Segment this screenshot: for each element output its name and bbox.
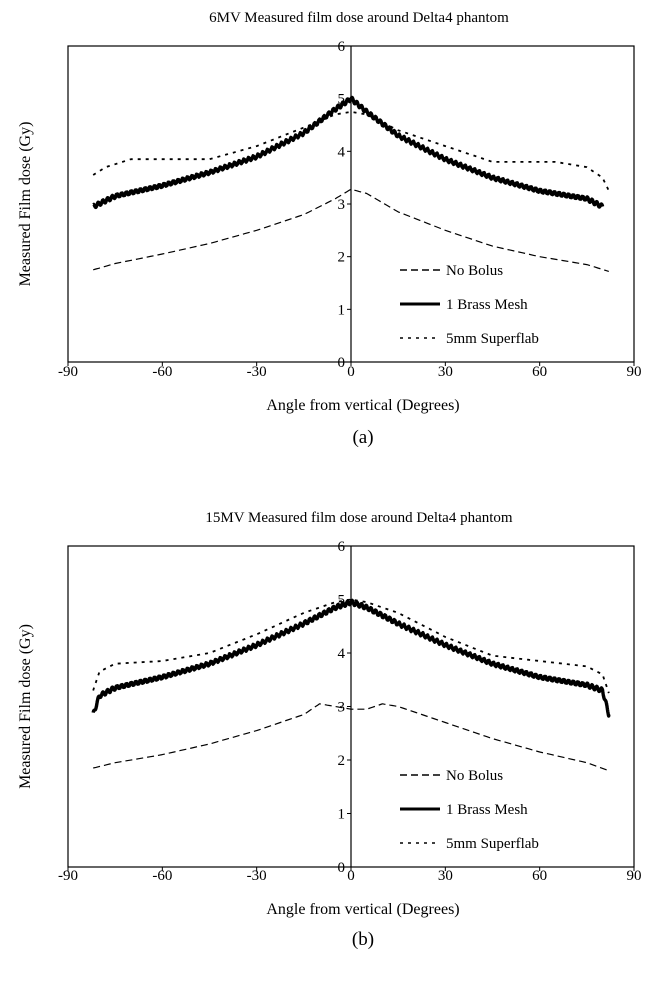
legend-label: No Bolus	[446, 768, 503, 784]
x-tick-label: 30	[438, 868, 453, 884]
panel-caption: (b)	[352, 929, 374, 950]
series-line-1-brass-mesh	[91, 95, 605, 210]
y-tick-label: 1	[338, 807, 346, 823]
legend-label: 5mm Superflab	[446, 331, 539, 347]
y-tick-label: 4	[338, 144, 346, 160]
x-tick-label: -90	[58, 364, 78, 380]
y-axis-title: Measured Film dose (Gy)	[17, 624, 34, 789]
x-tick-label: -60	[152, 868, 172, 884]
x-tick-label: 30	[438, 364, 453, 380]
x-tick-label: -60	[152, 364, 172, 380]
y-tick-label: 2	[338, 250, 346, 266]
legend-label: 1 Brass Mesh	[446, 297, 528, 313]
panel-caption: (a)	[352, 427, 373, 448]
x-axis-title: Angle from vertical (Degrees)	[266, 901, 459, 918]
y-tick-label: 2	[338, 753, 346, 769]
series-line-no-bolus	[93, 703, 610, 772]
series-line-no-bolus	[93, 188, 609, 272]
chart-panel-1: 15MV Measured film dose around Delta4 ph…	[17, 510, 642, 950]
x-tick-label: 90	[627, 868, 642, 884]
chart-title: 6MV Measured film dose around Delta4 pha…	[209, 10, 509, 26]
x-tick-label: 0	[347, 364, 355, 380]
x-tick-label: -30	[247, 364, 267, 380]
x-axis-title: Angle from vertical (Degrees)	[266, 397, 459, 414]
x-tick-label: 60	[532, 364, 547, 380]
x-tick-label: 90	[627, 364, 642, 380]
y-tick-label: 1	[338, 302, 346, 318]
legend-label: 5mm Superflab	[446, 836, 539, 852]
y-tick-label: 0	[338, 355, 346, 371]
y-tick-label: 6	[338, 39, 346, 55]
legend-label: 1 Brass Mesh	[446, 802, 528, 818]
y-tick-label: 5	[338, 92, 346, 108]
x-tick-label: -30	[247, 868, 267, 884]
y-tick-label: 6	[338, 539, 346, 555]
x-tick-label: -90	[58, 868, 78, 884]
y-axis-title: Measured Film dose (Gy)	[17, 122, 34, 287]
x-tick-label: 0	[347, 868, 355, 884]
y-tick-label: 0	[338, 860, 346, 876]
chart-title: 15MV Measured film dose around Delta4 ph…	[205, 510, 512, 526]
x-tick-label: 60	[532, 868, 547, 884]
legend-label: No Bolus	[446, 263, 503, 279]
chart-panel-0: 6MV Measured film dose around Delta4 pha…	[17, 10, 642, 448]
y-tick-label: 3	[338, 197, 346, 213]
series-line-5mm-superflab	[92, 110, 610, 192]
series-line-1-brass-mesh	[91, 598, 611, 718]
y-tick-label: 4	[338, 646, 346, 662]
